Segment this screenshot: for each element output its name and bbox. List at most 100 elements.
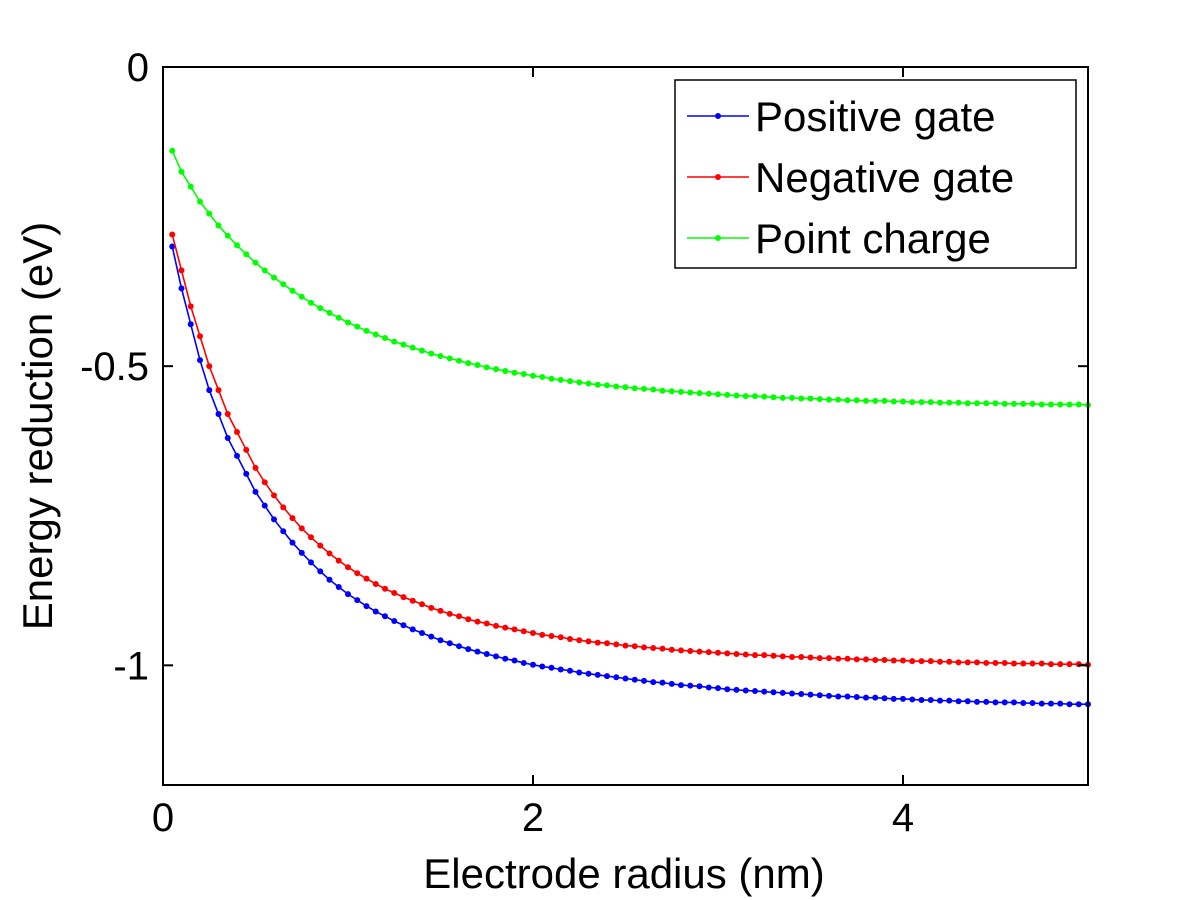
data-point-s0-73 <box>844 693 851 700</box>
data-point-s1-45 <box>585 638 592 645</box>
data-point-s2-76 <box>872 397 879 404</box>
data-point-s2-2 <box>187 183 194 190</box>
data-point-s1-2 <box>187 303 194 310</box>
data-point-s2-52 <box>650 386 657 393</box>
data-point-s2-25 <box>400 341 407 348</box>
data-point-s2-21 <box>363 327 370 334</box>
data-point-s1-93 <box>1029 660 1036 667</box>
legend-marker-2 <box>715 235 721 241</box>
data-point-s1-72 <box>835 655 842 662</box>
data-point-s1-59 <box>715 649 721 656</box>
data-point-s1-40 <box>539 631 546 638</box>
data-point-s2-63 <box>752 393 758 400</box>
data-point-s2-68 <box>798 395 805 402</box>
data-point-s0-27 <box>419 630 425 637</box>
data-point-s0-67 <box>789 690 795 697</box>
data-point-s2-70 <box>816 396 823 403</box>
data-point-s1-54 <box>668 646 675 653</box>
data-point-s2-34 <box>483 364 490 371</box>
data-point-s2-43 <box>567 378 573 385</box>
data-point-s2-54 <box>668 388 675 395</box>
data-point-s0-82 <box>927 697 934 704</box>
data-point-s2-61 <box>733 392 740 399</box>
data-point-s0-24 <box>391 618 398 625</box>
data-point-s2-42 <box>557 376 564 383</box>
data-point-s1-85 <box>955 659 962 666</box>
data-point-s0-85 <box>955 698 962 705</box>
data-point-s1-23 <box>382 585 388 592</box>
data-point-s1-55 <box>678 647 684 654</box>
data-point-s2-92 <box>1020 400 1027 407</box>
data-point-s1-28 <box>428 604 435 611</box>
data-point-s1-38 <box>520 628 527 635</box>
data-point-s0-39 <box>530 661 536 668</box>
data-point-s0-63 <box>752 688 758 695</box>
data-point-s0-34 <box>483 650 490 657</box>
data-point-s1-6 <box>224 411 231 418</box>
data-point-s2-80 <box>909 399 916 406</box>
data-point-s2-27 <box>419 347 425 354</box>
y-tick-label-0: 0 <box>127 46 149 90</box>
data-point-s1-84 <box>946 658 953 665</box>
data-point-s1-75 <box>863 656 869 663</box>
data-point-s0-95 <box>1048 700 1054 707</box>
data-point-s2-72 <box>835 396 842 403</box>
data-point-s1-56 <box>687 647 694 654</box>
data-point-s1-97 <box>1066 661 1073 668</box>
data-point-s2-95 <box>1048 401 1054 408</box>
data-point-s2-49 <box>622 384 629 391</box>
data-point-s0-23 <box>382 613 388 620</box>
y-axis-label: Energy reduction (eV) <box>14 222 61 631</box>
data-point-s2-35 <box>493 366 499 373</box>
data-point-s0-26 <box>409 626 416 633</box>
data-point-s1-13 <box>289 515 296 522</box>
data-point-s1-92 <box>1020 660 1027 667</box>
data-point-s1-63 <box>752 652 758 659</box>
data-point-s1-68 <box>798 653 805 660</box>
data-point-s2-0 <box>169 147 176 154</box>
data-point-s2-28 <box>428 350 435 357</box>
y-tick-label-1: -0.5 <box>80 345 149 389</box>
data-point-s1-5 <box>215 387 222 394</box>
data-point-s1-88 <box>983 659 990 666</box>
data-point-s0-14 <box>298 549 305 556</box>
data-point-s1-41 <box>548 633 555 640</box>
data-point-s0-98 <box>1075 701 1082 708</box>
data-point-s2-66 <box>779 394 786 401</box>
data-point-s2-86 <box>964 400 971 407</box>
data-point-s1-3 <box>197 333 203 340</box>
data-point-s1-17 <box>326 550 333 557</box>
data-point-s2-47 <box>604 382 610 389</box>
data-point-s1-19 <box>345 564 351 571</box>
data-point-s1-51 <box>641 644 647 651</box>
data-point-s0-57 <box>696 683 703 690</box>
data-point-s1-32 <box>465 616 472 623</box>
data-point-s2-94 <box>1038 401 1045 408</box>
data-point-s1-73 <box>844 655 851 662</box>
data-point-s1-14 <box>298 525 305 532</box>
data-point-s0-22 <box>372 608 379 615</box>
data-point-s2-98 <box>1075 401 1082 408</box>
data-point-s1-53 <box>659 645 666 652</box>
data-point-s1-26 <box>409 597 416 604</box>
data-point-s1-77 <box>881 656 888 663</box>
data-point-s2-65 <box>770 394 777 401</box>
data-point-s2-44 <box>576 379 583 386</box>
data-point-s0-60 <box>724 686 731 693</box>
data-point-s0-80 <box>909 696 916 703</box>
data-point-s2-1 <box>178 168 185 175</box>
data-point-s1-60 <box>724 650 731 657</box>
data-point-s0-91 <box>1011 699 1017 706</box>
data-point-s2-74 <box>853 397 860 404</box>
legend-marker-1 <box>715 174 721 180</box>
data-point-s2-53 <box>659 387 666 394</box>
data-point-s1-10 <box>261 479 268 486</box>
data-point-s2-71 <box>826 396 832 403</box>
data-point-s1-21 <box>363 575 370 582</box>
data-point-s2-39 <box>530 372 536 379</box>
series-line-2 <box>171 150 1089 406</box>
data-point-s0-53 <box>659 679 666 686</box>
data-point-s1-94 <box>1038 660 1045 667</box>
data-point-s0-59 <box>715 685 721 692</box>
